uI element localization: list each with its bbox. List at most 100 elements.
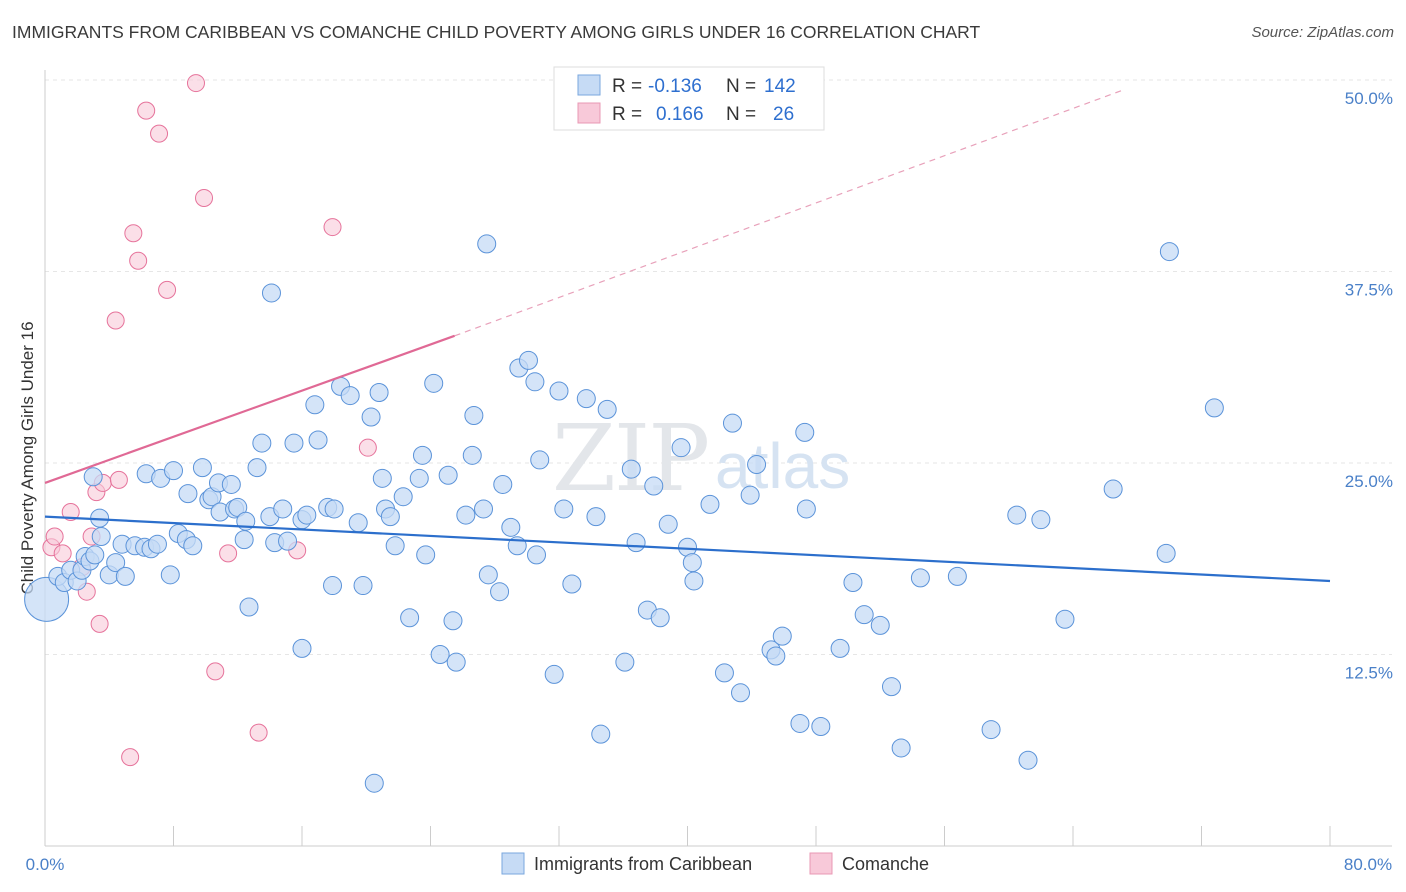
point-caribbean <box>305 395 325 415</box>
point-caribbean <box>178 484 198 504</box>
legend-n-label-2: N = <box>726 104 756 125</box>
point-caribbean <box>456 505 476 525</box>
point-caribbean <box>364 773 384 793</box>
point-caribbean <box>1156 543 1176 563</box>
point-caribbean <box>308 430 328 450</box>
point-caribbean <box>412 445 432 465</box>
point-caribbean <box>1031 510 1051 530</box>
point-caribbean <box>544 664 564 684</box>
point-caribbean <box>424 373 444 393</box>
point-caribbean <box>766 646 786 666</box>
point-caribbean <box>562 574 582 594</box>
point-caribbean <box>91 527 111 547</box>
point-comanche <box>61 503 80 522</box>
legend-r-label-1: R = <box>612 76 642 97</box>
legend-box: R = -0.136 N = 142 R = 0.166 N = 26 <box>553 66 825 131</box>
legend-n-label-1: N = <box>726 76 756 97</box>
point-caribbean <box>626 533 646 553</box>
point-caribbean <box>443 611 463 631</box>
point-caribbean <box>192 458 212 478</box>
point-caribbean <box>477 234 497 254</box>
point-caribbean <box>731 683 751 703</box>
legend-n-value-1: 142 <box>764 76 796 97</box>
point-caribbean <box>586 507 606 527</box>
point-caribbean <box>106 553 126 573</box>
x-tick-label-min: 0.0% <box>26 855 65 874</box>
point-caribbean <box>385 536 405 556</box>
point-comanche <box>206 662 225 681</box>
watermark-atlas: atlas <box>715 430 850 502</box>
point-caribbean <box>1018 750 1038 770</box>
point-caribbean <box>183 536 203 556</box>
point-caribbean <box>597 399 617 419</box>
point-caribbean <box>430 645 450 664</box>
y-tick-label: 50.0% <box>1345 89 1393 108</box>
point-caribbean <box>400 608 420 628</box>
point-caribbean <box>910 568 930 588</box>
point-caribbean <box>273 499 293 519</box>
point-caribbean <box>554 499 574 519</box>
point-caribbean <box>843 572 863 592</box>
point-caribbean <box>795 422 815 442</box>
point-caribbean <box>658 514 678 534</box>
point-comanche <box>90 614 109 633</box>
point-caribbean <box>278 531 298 551</box>
point-caribbean <box>261 283 281 303</box>
trend-line-comanche <box>44 334 455 484</box>
point-caribbean <box>221 474 241 494</box>
point-caribbean <box>239 597 259 617</box>
point-caribbean <box>891 738 911 758</box>
source-label: Source: ZipAtlas.com <box>1251 24 1394 41</box>
point-caribbean <box>474 499 494 519</box>
watermark-zip: ZIP <box>552 405 708 512</box>
point-caribbean <box>1159 242 1179 262</box>
y-tick-label: 25.0% <box>1345 472 1393 491</box>
point-caribbean <box>1055 609 1075 629</box>
point-caribbean <box>525 372 545 392</box>
point-caribbean <box>947 566 967 586</box>
point-caribbean <box>247 458 267 478</box>
point-caribbean <box>700 494 720 514</box>
point-caribbean <box>682 553 702 573</box>
point-caribbean <box>160 565 180 585</box>
point-caribbean <box>981 720 1001 740</box>
point-caribbean <box>297 505 317 525</box>
trend-line-caribbean <box>44 515 1331 583</box>
point-comanche <box>195 188 214 207</box>
point-caribbean <box>1103 479 1123 499</box>
point-caribbean <box>1204 398 1224 418</box>
bottom-legend-label-comanche: Comanche <box>842 854 929 874</box>
point-caribbean <box>369 383 389 403</box>
point-caribbean <box>621 459 641 479</box>
point-caribbean <box>85 545 105 565</box>
point-caribbean <box>811 717 831 737</box>
point-comanche <box>137 101 156 120</box>
point-caribbean <box>164 461 183 481</box>
point-caribbean <box>501 517 521 537</box>
point-caribbean <box>252 433 272 453</box>
point-comanche <box>109 470 128 489</box>
point-comanche <box>45 527 64 546</box>
trend-line-comanche-extension <box>454 90 1122 337</box>
legend-r-value-2: 0.166 <box>656 104 704 125</box>
point-caribbean <box>324 499 344 519</box>
legend-r-label-2: R = <box>612 104 642 125</box>
point-caribbean <box>854 605 874 625</box>
point-caribbean <box>361 407 381 427</box>
legend-n-value-2: 26 <box>773 104 794 125</box>
point-caribbean <box>323 576 343 596</box>
point-comanche <box>186 74 205 93</box>
point-caribbean <box>830 638 850 658</box>
point-caribbean <box>714 663 734 683</box>
point-caribbean <box>416 545 436 565</box>
chart-title: IMMIGRANTS FROM CARIBBEAN VS COMANCHE CH… <box>12 22 981 42</box>
point-caribbean <box>372 468 392 488</box>
point-caribbean <box>650 608 670 628</box>
y-axis-tick-labels: 12.5% 25.0% 37.5% 50.0% <box>1345 89 1393 683</box>
bottom-legend-label-caribbean: Immigrants from Caribbean <box>534 854 752 874</box>
point-caribbean <box>353 576 373 596</box>
point-comanche <box>158 280 177 299</box>
point-caribbean <box>518 350 538 370</box>
point-comanche <box>106 311 125 330</box>
